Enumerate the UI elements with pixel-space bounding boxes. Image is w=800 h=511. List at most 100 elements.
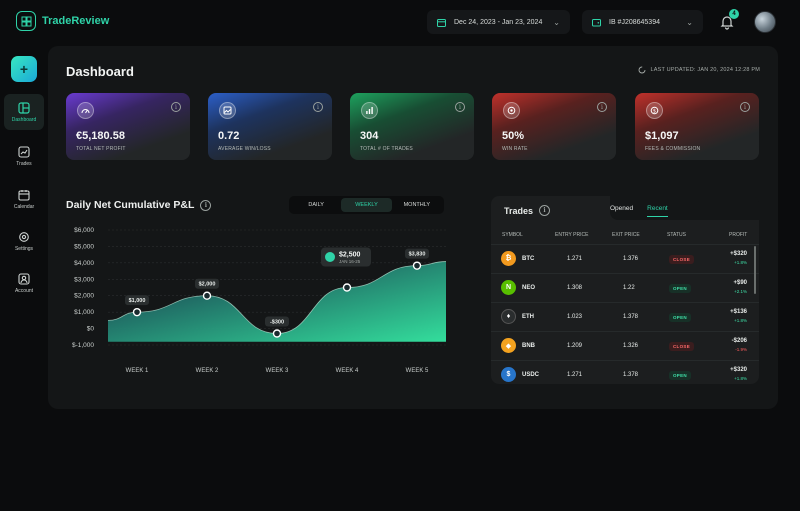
y-tick-label: $6,000 — [74, 227, 94, 234]
date-range-picker[interactable]: Dec 24, 2023 - Jan 23, 2024 ⌄ — [427, 10, 570, 34]
bell-icon[interactable] — [719, 14, 735, 30]
table-row[interactable]: N NEO 1.308 1.22 OPEN +$90 +2.1% — [491, 273, 759, 302]
add-button[interactable]: + — [11, 56, 37, 82]
info-icon[interactable]: i — [539, 205, 551, 216]
sidebar-item-account[interactable]: Account — [4, 265, 44, 301]
x-tick-label: WEEK 5 — [406, 368, 429, 374]
trades-tabs: Opened Recent — [610, 196, 759, 220]
date-range-text: Dec 24, 2023 - Jan 23, 2024 — [454, 18, 543, 26]
data-point — [272, 329, 282, 338]
data-point — [342, 283, 352, 292]
sidebar-item-trades[interactable]: Trades — [4, 138, 44, 174]
table-row[interactable]: $ USDC 1.271 1.378 OPEN +$320 +1.8% — [491, 360, 759, 384]
app-logo[interactable]: TradeReview — [16, 11, 109, 31]
gear-icon — [19, 231, 29, 242]
data-label: -$300 — [270, 320, 284, 326]
table-row[interactable]: ◆ BNB 1.209 1.326 CLOSE -$206 -1.9% — [491, 331, 759, 360]
exit-price-cell: 1.22 — [623, 285, 635, 291]
pnl-chart: $6,000 $5,000 $4,000 $3,000 $2,000 $1,000 $0 $-… — [72, 227, 447, 374]
sidebar-item-dashboard[interactable]: Dashboard — [4, 94, 44, 130]
chart-title: Daily Net Cumulative P&L i — [66, 199, 212, 211]
account-selector[interactable]: IB #J208645394 ⌄ — [582, 10, 703, 34]
tooltip-value: $2,500 — [339, 252, 361, 259]
profit-cell: +$136 — [730, 309, 747, 315]
info-icon[interactable]: i — [200, 199, 212, 211]
x-tick-label: WEEK 4 — [336, 368, 359, 374]
info-icon[interactable]: i — [597, 102, 607, 112]
table-row[interactable]: ♦ ETH 1.023 1.378 OPEN +$136 +1.8% — [491, 302, 759, 331]
account-id-text: IB #J208645394 — [609, 18, 660, 26]
kpi-card-fees[interactable]: $ i $1,097 FEES & COMMISSION — [635, 93, 759, 160]
data-label-bg — [195, 278, 219, 289]
chart-period-toggle: DAILY WEEKLY MONTHLY — [289, 196, 444, 214]
kpi-label: FEES & COMMISSION — [645, 146, 701, 152]
data-label: $3,830 — [409, 252, 426, 258]
table-row[interactable]: ₿ BTC 1.271 1.376 CLOSE +$320 +1.8% — [491, 244, 759, 273]
symbol-cell: BNB — [522, 343, 535, 349]
x-tick-label: WEEK 1 — [126, 368, 149, 374]
kpi-card-total-trades[interactable]: i 304 TOTAL # OF TRADES — [350, 93, 474, 160]
tab-monthly[interactable]: MONTHLY — [403, 202, 431, 208]
data-point — [412, 261, 422, 270]
kpi-label: TOTAL NET PROFIT — [76, 146, 126, 152]
column-header: EXIT PRICE — [612, 232, 640, 238]
tooltip-icon — [325, 252, 335, 262]
scrollbar[interactable] — [754, 246, 756, 294]
chart-title-text: Daily Net Cumulative P&L — [66, 199, 195, 211]
column-header: STATUS — [667, 232, 686, 238]
tab-daily[interactable]: DAILY — [308, 202, 324, 208]
main-panel: Dashboard LAST UPDATED: JAN 20, 2024 12:… — [48, 46, 778, 409]
neo-coin-icon: N — [501, 280, 516, 295]
profit-cell: +$90 — [733, 280, 747, 286]
y-tick-label: $4,000 — [74, 260, 94, 267]
refresh-icon[interactable] — [638, 66, 646, 74]
profit-percent: +1.8% — [734, 376, 747, 381]
chart-icon — [18, 145, 30, 158]
sidebar-item-settings[interactable]: Settings — [4, 223, 44, 259]
page-title: Dashboard — [66, 64, 134, 79]
profit-cell: +$320 — [730, 367, 747, 373]
exit-price-cell: 1.326 — [623, 343, 639, 349]
chevron-down-icon: ⌄ — [686, 17, 693, 27]
info-icon[interactable]: i — [455, 102, 465, 112]
y-tick-label: $0 — [87, 326, 95, 333]
wallet-icon — [592, 18, 601, 26]
y-tick-label: $5,000 — [74, 243, 94, 250]
x-tick-label: WEEK 3 — [266, 368, 289, 374]
profit-percent: +1.8% — [734, 318, 747, 323]
kpi-label: AVERAGE WIN/LOSS — [218, 146, 271, 152]
tab-recent[interactable]: Recent — [647, 204, 668, 217]
sidebar-item-label: Settings — [14, 245, 34, 252]
avatar[interactable] — [754, 11, 776, 33]
svg-text:$: $ — [653, 108, 656, 114]
gauge-icon — [77, 102, 94, 119]
status-badge: OPEN — [669, 313, 691, 322]
tooltip-sub: JAN 16-25 — [339, 259, 361, 264]
column-header: SYMBOL — [502, 232, 523, 238]
kpi-card-avg-win-loss[interactable]: i 0.72 AVERAGE WIN/LOSS — [208, 93, 332, 160]
kpi-value: €5,180.58 — [76, 130, 125, 142]
symbol-cell: BTC — [522, 256, 535, 262]
kpi-card-win-rate[interactable]: i 50% WIN RATE — [492, 93, 616, 160]
sidebar-item-label: Account — [14, 287, 34, 294]
trades-header: Trades i Opened Recent — [491, 196, 759, 224]
sidebar-item-calendar[interactable]: Calendar — [4, 181, 44, 217]
info-icon[interactable]: i — [740, 102, 750, 112]
kpi-value: 50% — [502, 130, 525, 142]
tab-weekly[interactable]: WEEKLY — [341, 198, 392, 212]
exit-price-cell: 1.376 — [623, 256, 639, 262]
entry-price-cell: 1.271 — [567, 372, 583, 378]
calendar-icon — [437, 18, 446, 27]
info-icon[interactable]: i — [171, 102, 181, 112]
data-label: $2,000 — [199, 282, 216, 288]
data-point — [202, 291, 212, 300]
data-label-bg — [265, 316, 289, 327]
status-badge: OPEN — [669, 371, 691, 380]
last-updated: LAST UPDATED: JAN 20, 2024 12:28 PM — [638, 66, 760, 74]
tab-opened[interactable]: Opened — [610, 204, 634, 212]
trades-title: Trades i — [504, 205, 551, 216]
logo-icon — [16, 11, 36, 31]
kpi-card-net-profit[interactable]: i €5,180.58 TOTAL NET PROFIT — [66, 93, 190, 160]
y-tick-label: $3,000 — [74, 276, 94, 283]
info-icon[interactable]: i — [313, 102, 323, 112]
